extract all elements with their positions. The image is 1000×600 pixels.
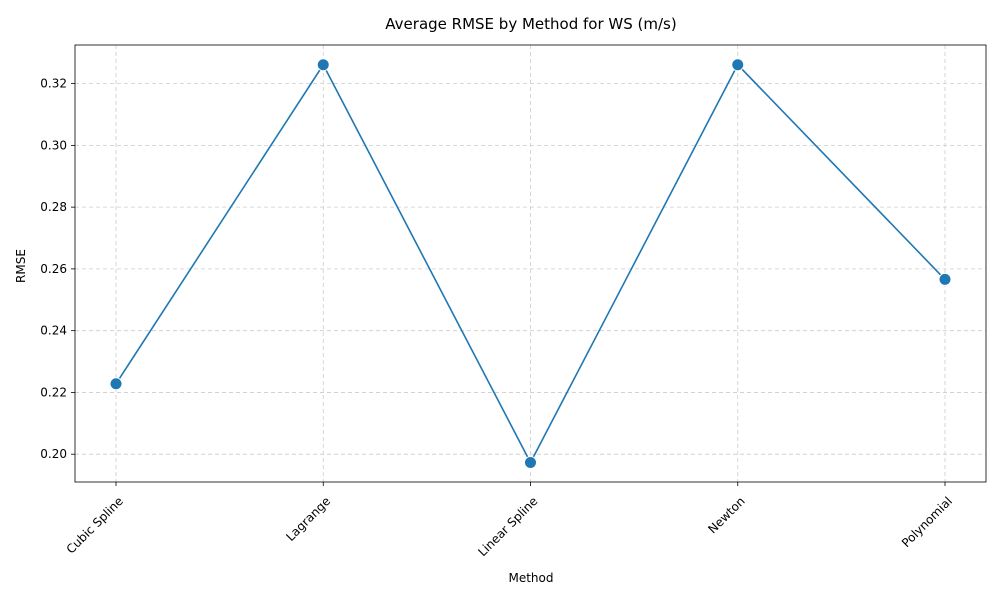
data-point — [938, 272, 952, 286]
series — [109, 58, 952, 470]
x-tick-label: Linear Spline — [475, 494, 540, 559]
y-tick-label: 0.20 — [40, 447, 67, 461]
x-axis-label: Method — [508, 571, 553, 585]
data-point — [109, 377, 123, 391]
y-tick-label: 0.30 — [40, 138, 67, 152]
y-tick-label: 0.28 — [40, 200, 67, 214]
x-tick-label: Lagrange — [283, 494, 333, 544]
chart-title: Average RMSE by Method for WS (m/s) — [385, 15, 676, 33]
x-tick-label: Polynomial — [899, 494, 955, 550]
x-tick-label: Newton — [705, 494, 747, 536]
data-point — [316, 58, 330, 72]
grid — [75, 45, 986, 482]
data-point — [524, 456, 537, 470]
y-ticks: 0.20 0.22 0.24 0.26 0.28 0.30 0.32 — [40, 77, 75, 461]
y-tick-label: 0.26 — [40, 262, 67, 276]
x-ticks: Cubic Spline Lagrange Linear Spline Newton P… — [64, 482, 955, 559]
y-tick-label: 0.32 — [40, 77, 67, 91]
y-tick-label: 0.22 — [40, 385, 67, 399]
x-tick-label: Cubic Spline — [64, 494, 126, 556]
data-point — [731, 58, 745, 72]
y-tick-label: 0.24 — [40, 324, 67, 338]
y-axis-label: RMSE — [14, 249, 28, 283]
